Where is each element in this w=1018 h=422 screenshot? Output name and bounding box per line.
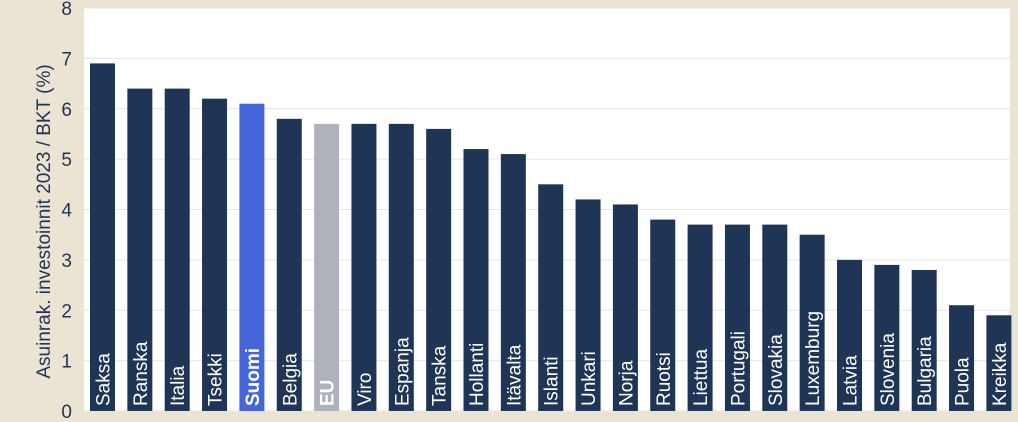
bar-suomi	[239, 103, 265, 412]
bar-label-eu: EU	[318, 380, 339, 406]
bar-espanja	[388, 123, 414, 412]
bar-ranska	[127, 88, 153, 411]
bar-label-hollanti: Hollanti	[467, 343, 488, 406]
bar-label-espanja: Espanja	[392, 337, 413, 406]
bar-label-viro: Viro	[355, 373, 376, 406]
bar-label-latvia: Latvia	[841, 355, 862, 406]
y-tick-label-4: 4	[61, 201, 72, 222]
bar-hollanti	[463, 149, 489, 412]
bar-puola	[949, 305, 975, 411]
y-tick-label-0: 0	[61, 402, 72, 422]
bar-label-puola: Puola	[953, 357, 974, 406]
bar-tanska	[426, 128, 452, 411]
bar-saksa	[90, 63, 115, 411]
bar-label-suomi: Suomi	[243, 348, 264, 406]
bar-liettua	[687, 224, 713, 411]
bar-label-belgia: Belgia	[280, 353, 301, 406]
bar-eu	[314, 123, 340, 412]
bar-label-tsekki: Tsekki	[206, 353, 227, 406]
bar-label-itävalta: Itävalta	[504, 344, 525, 406]
y-tick-label-2: 2	[61, 301, 72, 322]
bar-kreikka	[986, 315, 1012, 411]
bar-label-liettua: Liettua	[691, 349, 712, 406]
bar-label-ranska: Ranska	[131, 341, 152, 406]
bar-label-italia: Italia	[168, 365, 189, 406]
y-tick-label-1: 1	[61, 352, 72, 373]
bar-label-saksa: Saksa	[94, 353, 115, 406]
y-tick-label-5: 5	[61, 150, 72, 171]
bar-label-tanska: Tanska	[430, 345, 451, 406]
bar-itävalta	[500, 154, 526, 411]
y-axis-title: Asuinrak. investoinnit 2023 / BKT (%)	[34, 64, 55, 378]
bar-label-luxemburg: Luxemburg	[803, 311, 824, 406]
bar-unkari	[575, 199, 601, 411]
bar-label-islanti: Islanti	[542, 356, 563, 406]
y-tick-label-7: 7	[61, 49, 72, 70]
bar-italia	[164, 88, 190, 411]
bar-label-norja: Norja	[616, 360, 637, 406]
bar-norja	[612, 204, 638, 411]
y-tick-label-3: 3	[61, 251, 72, 272]
bar-label-slovenia: Slovenia	[878, 333, 899, 406]
bar-tsekki	[202, 98, 228, 412]
bar-ruotsi	[650, 219, 676, 411]
bar-luxemburg	[799, 234, 825, 411]
bar-label-unkari: Unkari	[579, 351, 600, 406]
y-tick-label-6: 6	[61, 100, 72, 121]
bar-label-bulgaria: Bulgaria	[915, 336, 936, 406]
bar-slovakia	[762, 224, 788, 411]
bar-belgia	[276, 118, 302, 411]
bar-portugali	[724, 224, 750, 411]
bar-latvia	[837, 259, 862, 411]
y-tick-label-8: 8	[61, 0, 72, 20]
bar-label-ruotsi: Ruotsi	[654, 352, 675, 406]
bar-islanti	[538, 184, 564, 411]
bar-label-slovakia: Slovakia	[766, 334, 787, 406]
bar-label-portugali: Portugali	[728, 331, 749, 406]
bar-viro	[351, 123, 377, 412]
bar-label-kreikka: Kreikka	[990, 342, 1011, 406]
bar-slovenia	[874, 264, 900, 411]
bar-bulgaria	[911, 269, 937, 411]
